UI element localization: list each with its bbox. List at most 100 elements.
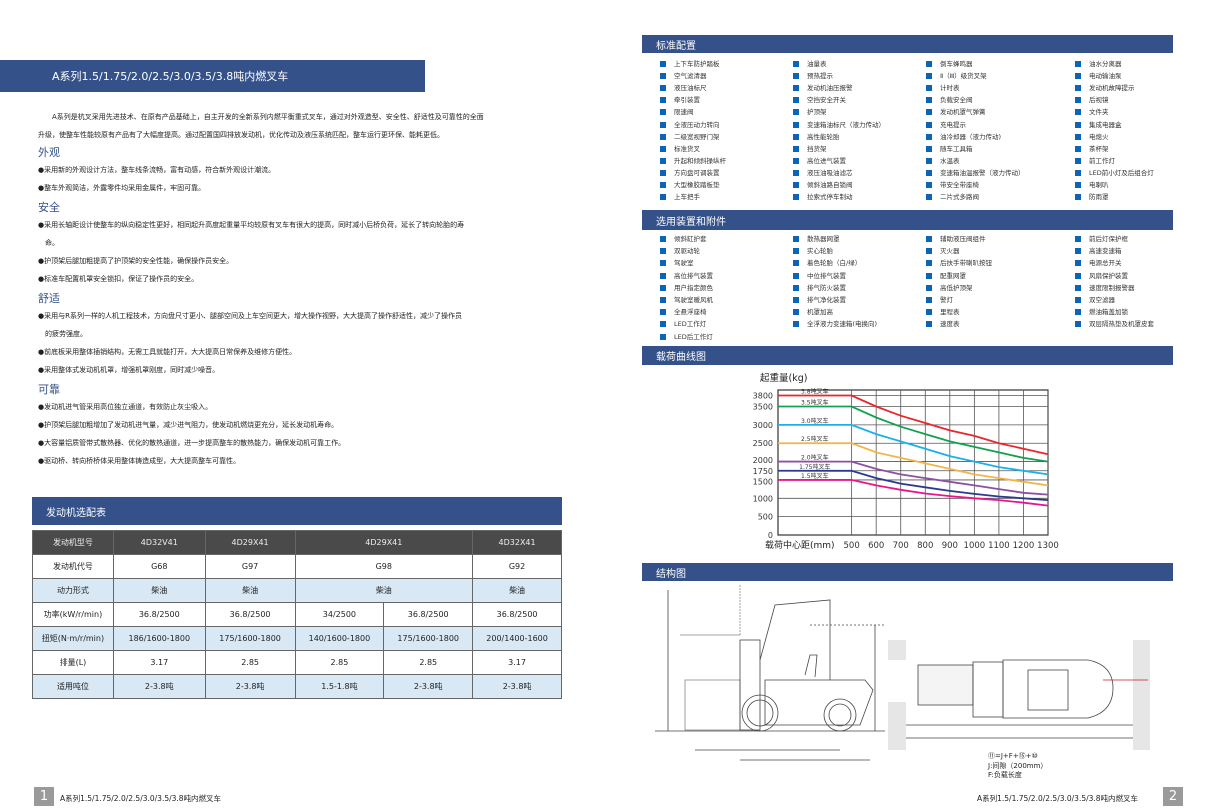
series-label: 1.5吨叉车	[801, 472, 829, 480]
table-cell: G68	[112, 554, 206, 579]
table-cell: 功率(kW/r/min)	[32, 602, 114, 627]
config-item-label: 着色轮胎（白/绿）	[807, 259, 862, 268]
feature-bullet: ●采用与R系列一样的人机工程技术，方向盘尺寸更小、腿部空间及上车空间更大，增大操…	[38, 311, 462, 320]
config-item-label: 升起和倾斜操纵杆	[674, 156, 726, 165]
bullet-square-icon	[660, 182, 666, 188]
page-number-2: 2	[1163, 787, 1183, 806]
config-item-label: 电源总开关	[1089, 259, 1122, 268]
series-label: 3.0吨叉车	[801, 417, 829, 425]
bullet-square-icon	[926, 236, 932, 242]
bullet-square-icon	[926, 182, 932, 188]
config-item-label: 限速阀	[674, 108, 694, 117]
table-cell: 36.8/2500	[112, 602, 206, 627]
bullet-square-icon	[660, 109, 666, 116]
feature-bullet: 命。	[38, 239, 59, 247]
series-label: 2.0吨叉车	[801, 454, 829, 462]
config-item-label: 倒车蜂鸣器	[940, 60, 973, 68]
table-cell: G92	[472, 554, 562, 579]
bullet-square-icon	[660, 73, 666, 80]
config-item: 倾斜缸护套	[660, 235, 707, 243]
config-item: 文件夹	[1075, 108, 1109, 116]
table-cell: 发动机型号	[32, 530, 114, 555]
y-tick-label: 3500	[753, 403, 773, 412]
config-item-label: 挡货架	[807, 144, 827, 153]
series-line	[777, 394, 1049, 456]
x-tick-label: 1200	[1013, 541, 1035, 551]
config-item-label: 二片式多路阀	[940, 193, 979, 202]
config-item-label: 护顶架	[807, 108, 827, 117]
config-item-label: 茶杯架	[1089, 144, 1109, 153]
config-item: 双层隔热垫及机罩皮套	[1075, 320, 1154, 328]
bullet-square-icon	[926, 284, 932, 291]
table-cell: 适用吨位	[32, 674, 114, 699]
config-item-label: 驾驶室暖风机	[674, 296, 713, 304]
plot-frame	[777, 389, 1049, 536]
table-cell: 36.8/2500	[204, 602, 296, 627]
config-item: 散热器网罩	[793, 235, 840, 243]
bullet-square-icon	[660, 194, 666, 201]
x-tick-label: 700	[893, 541, 909, 551]
feature-bullet: ●发动机进气管采用高位独立通道，有效防止灰尘吸入。	[38, 402, 213, 411]
config-item-label: 发动机油压报警	[807, 84, 853, 93]
bullet-square-icon	[660, 321, 666, 328]
config-item-label: 后视镜	[1089, 96, 1109, 105]
config-item-label: 全液压动力转向	[674, 120, 720, 129]
bullet-square-icon	[1075, 297, 1081, 303]
config-item-label: 机罩加高	[807, 308, 833, 317]
config-item-label: 中位排气装置	[807, 271, 846, 280]
config-item: 灭火器	[926, 247, 960, 255]
config-item: LED工作灯	[660, 320, 706, 328]
bullet-square-icon	[926, 85, 932, 92]
config-item: 燃油箱盖加锁	[1075, 308, 1128, 316]
config-item: 风扇保护装置	[1075, 272, 1128, 280]
forklift-top-view-drawing	[888, 640, 1150, 750]
bullet-square-icon	[1075, 284, 1081, 291]
config-item: 油冷却器（液力传动)	[926, 133, 1001, 141]
config-item: 计时表	[926, 84, 960, 92]
table-cell: 2-3.8吨	[204, 674, 296, 699]
bullet-square-icon	[660, 97, 666, 104]
bullet-square-icon	[660, 121, 666, 128]
x-tick-label: 900	[942, 541, 958, 551]
table-cell: 柴油	[472, 578, 562, 603]
config-item-label: Ⅱ（Ⅲ）级货叉架	[940, 72, 987, 81]
config-item-label: 里程表	[940, 308, 960, 317]
config-item-label: 水温表	[940, 156, 960, 165]
table-cell: 2.85	[294, 650, 385, 675]
x-axis-label: 载荷中心距(mm)	[765, 539, 835, 551]
y-tick-label: 3000	[753, 421, 773, 430]
intro-line: A系列是杭叉采用先进技术、在原有产品基础上，自主开发的全新系列内燃平衡重式叉车，…	[38, 113, 484, 121]
table-cell: 175/1600-1800	[383, 626, 474, 651]
table-row: 适用吨位 2-3.8吨 2-3.8吨 1.5-1.8吨 2-3.8吨 2-3.8吨	[32, 674, 562, 699]
table-cell: 4D32V41	[112, 530, 206, 555]
config-item-label: 辅助液压阀组件	[940, 235, 986, 243]
bullet-square-icon	[793, 121, 799, 128]
config-item: 中位排气装置	[793, 272, 846, 280]
config-item: 电源总开关	[1075, 259, 1122, 267]
optional-config-title: 选用装置和附件	[642, 210, 1173, 230]
config-item: 发动机油压报警	[793, 84, 853, 92]
feature-bullet: ●标准车配置机罩安全锁扣，保证了操作员的安全。	[38, 275, 199, 284]
config-item-label: 计时表	[940, 84, 960, 93]
table-row: 动力形式 柴油 柴油 柴油 柴油	[32, 578, 562, 603]
table-cell: 2-3.8吨	[383, 674, 474, 699]
table-cell: 2.85	[383, 650, 474, 675]
bullet-square-icon	[793, 133, 799, 140]
config-item: 护顶架	[793, 108, 827, 116]
config-item: 茶杯架	[1075, 145, 1109, 153]
table-cell: 发动机代号	[32, 554, 114, 579]
table-cell: 36.8/2500	[383, 602, 474, 627]
bullet-square-icon	[660, 284, 666, 291]
table-cell: 柴油	[294, 578, 474, 603]
config-item: 变速箱油温报警（液力传动）	[926, 169, 1025, 177]
table-row: 扭矩(N·m/r/min) 186/1600-1800 175/1600-1800 1…	[32, 626, 562, 651]
table-cell: 36.8/2500	[472, 602, 562, 627]
bullet-square-icon	[926, 321, 932, 328]
config-item-label: 配重网罩	[940, 271, 966, 280]
config-item: 挡货架	[793, 145, 827, 153]
bullet-square-icon	[793, 297, 799, 303]
structure-note: F:负载长度	[988, 771, 1022, 779]
config-item: 预热提示	[793, 72, 833, 80]
bullet-square-icon	[660, 169, 666, 176]
config-item-label: 倾斜油路自锁阀	[807, 181, 853, 189]
